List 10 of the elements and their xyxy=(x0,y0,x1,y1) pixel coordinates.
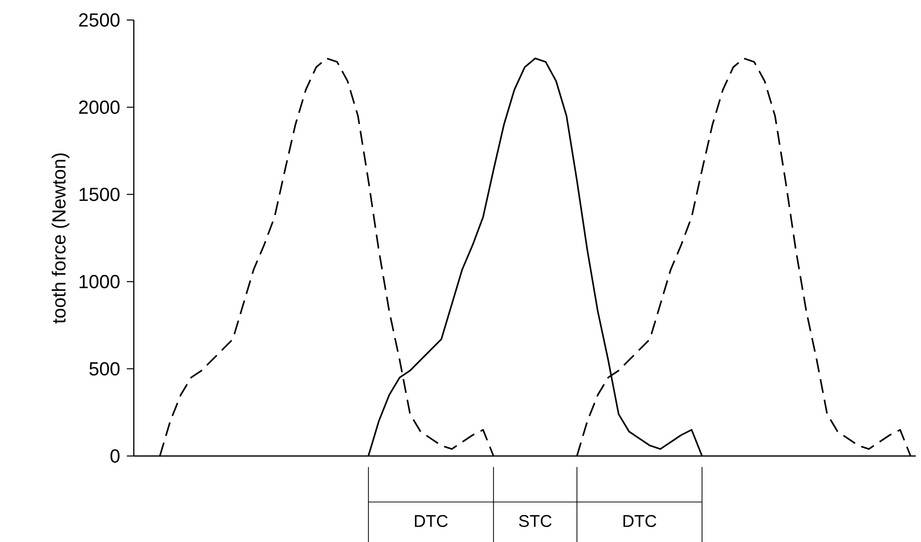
text: DTC xyxy=(414,515,448,527)
y-tick-label: 2500 xyxy=(79,13,120,27)
y-tick-label: 2000 xyxy=(79,100,120,114)
y-tick-label: 1000 xyxy=(80,274,120,288)
text: STC xyxy=(519,515,552,527)
y-tick-label: 1500 xyxy=(80,188,120,202)
y-axis-title: tooth force (Newton) xyxy=(52,153,70,324)
y-tick-label: 500 xyxy=(89,362,120,376)
text: DTC xyxy=(623,515,656,527)
y-tick-label: 0 xyxy=(110,449,120,463)
